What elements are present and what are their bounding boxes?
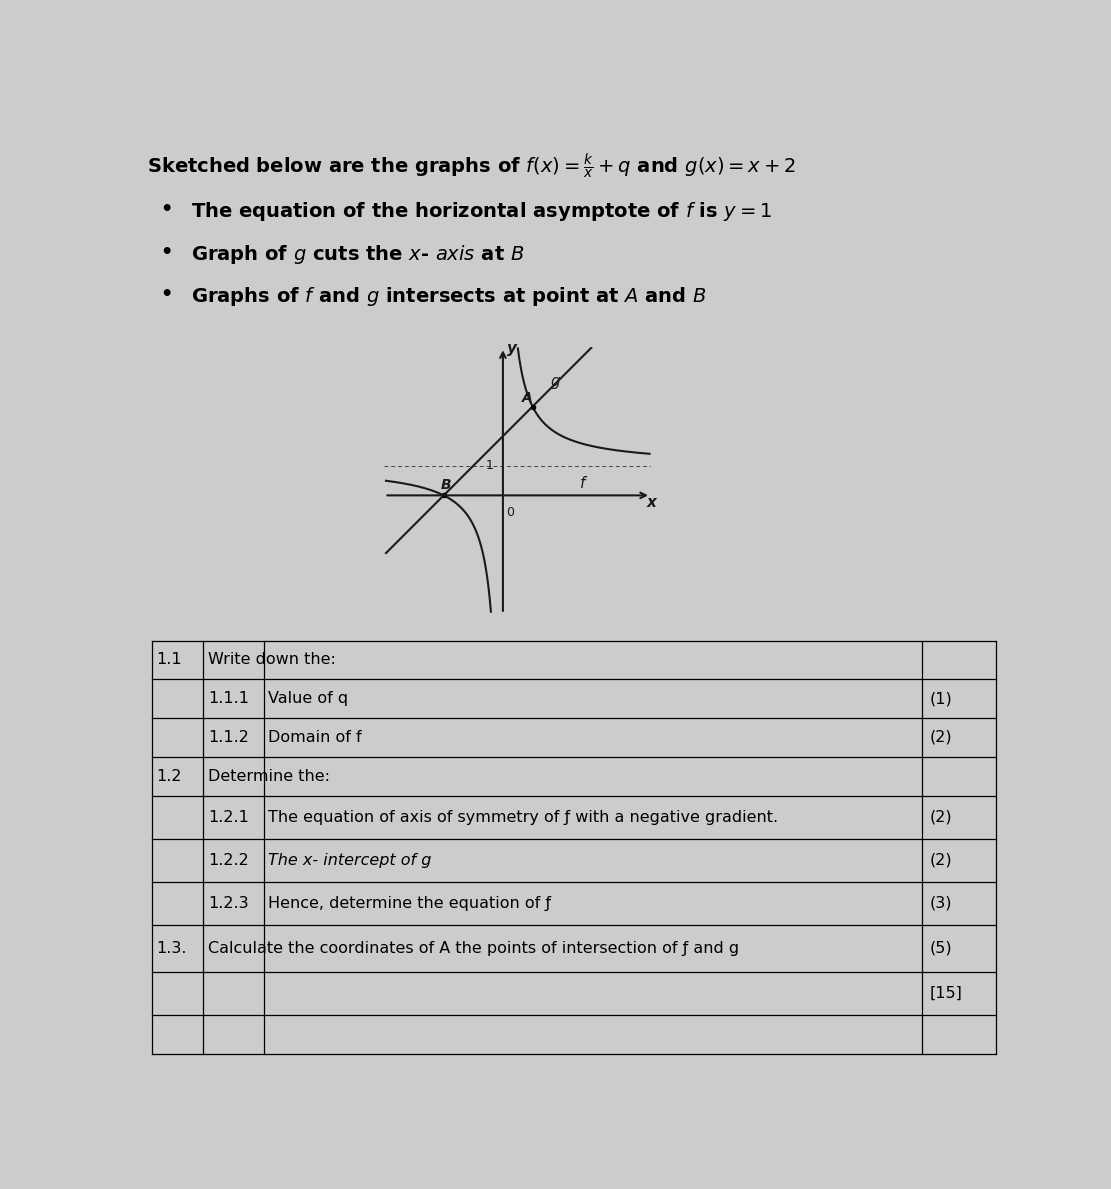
Text: Value of q: Value of q [268,691,348,706]
Text: The equation of axis of symmetry of ƒ with a negative gradient.: The equation of axis of symmetry of ƒ wi… [268,810,778,825]
Text: g: g [550,373,560,389]
Text: B: B [441,478,451,492]
Text: •: • [160,200,173,219]
Text: (2): (2) [929,853,952,868]
Text: The equation of the horizontal asymptote of $f$ is $y=1$: The equation of the horizontal asymptote… [191,200,771,222]
Text: 1.1.2: 1.1.2 [208,730,249,746]
Text: (3): (3) [929,895,952,911]
Text: (5): (5) [929,940,952,956]
Text: 1.2: 1.2 [156,768,181,784]
Text: Calculate the coordinates of A the points of intersection of ƒ and g: Calculate the coordinates of A the point… [208,940,739,956]
Text: A: A [522,391,533,405]
Text: [15]: [15] [929,986,962,1001]
Text: Domain of f: Domain of f [268,730,362,746]
Text: x: x [647,495,657,510]
Text: •: • [160,243,173,262]
Text: 0: 0 [507,505,514,518]
Text: f: f [580,476,585,491]
Text: The x- intercept of g: The x- intercept of g [268,853,431,868]
Text: Graph of $g$ cuts the $x$- $\mathit{axis}$ at $B$: Graph of $g$ cuts the $x$- $\mathit{axis… [191,243,524,265]
Text: 1: 1 [487,459,494,472]
Text: •: • [160,285,173,304]
Text: y: y [508,341,518,357]
Text: Determine the:: Determine the: [208,768,330,784]
Text: 1.2.2: 1.2.2 [208,853,249,868]
Text: Sketched below are the graphs of $f(x)=\frac{k}{x}+q$ and $g(x)=x+2$: Sketched below are the graphs of $f(x)=\… [148,152,797,182]
Text: Graphs of $f$ and $g$ intersects at point at $A$ and $B$: Graphs of $f$ and $g$ intersects at poin… [191,285,707,308]
Text: 1.1.1: 1.1.1 [208,691,249,706]
Text: 1.3.: 1.3. [156,940,187,956]
Text: (2): (2) [929,730,952,746]
Text: (1): (1) [929,691,952,706]
Text: (2): (2) [929,810,952,825]
Text: 1.1: 1.1 [156,653,182,667]
Text: Write down the:: Write down the: [208,653,336,667]
Text: Hence, determine the equation of ƒ: Hence, determine the equation of ƒ [268,895,551,911]
Text: 1.2.3: 1.2.3 [208,895,249,911]
Text: 1.2.1: 1.2.1 [208,810,249,825]
